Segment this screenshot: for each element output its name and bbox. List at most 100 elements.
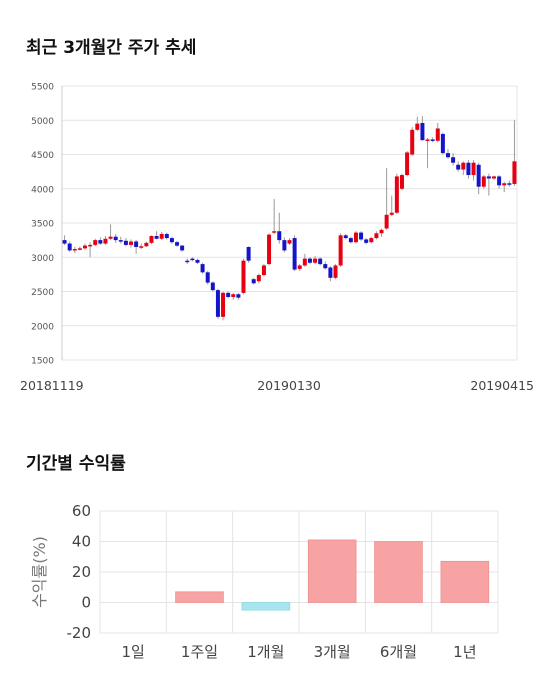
candle-body bbox=[282, 240, 287, 251]
candle-body bbox=[123, 240, 128, 245]
candle-body bbox=[297, 265, 302, 269]
candle-body bbox=[185, 260, 190, 263]
candle-body bbox=[302, 258, 307, 266]
candle-body bbox=[364, 239, 369, 243]
candle-body bbox=[72, 249, 77, 251]
y-tick-label: -20 bbox=[67, 624, 92, 642]
x-tick-label: 6개월 bbox=[380, 643, 417, 661]
candle-body bbox=[374, 233, 379, 239]
x-tick-label: 3개월 bbox=[314, 643, 351, 661]
candle-body bbox=[190, 258, 195, 261]
y-axis-label: 수익률(%) bbox=[30, 536, 49, 608]
return-bar bbox=[440, 560, 490, 603]
candle-body bbox=[492, 176, 496, 179]
candle-body bbox=[445, 153, 450, 158]
x-tick-label: 20190415 bbox=[470, 378, 534, 393]
y-tick-label: 20 bbox=[72, 563, 91, 581]
candle-body bbox=[77, 248, 82, 250]
candle-body bbox=[236, 294, 241, 298]
candle-body bbox=[435, 128, 440, 141]
candle-body bbox=[83, 245, 87, 249]
candle-body bbox=[134, 241, 139, 247]
x-tick-label: 1개월 bbox=[247, 643, 284, 661]
candle-body bbox=[88, 244, 93, 247]
candle-body bbox=[144, 242, 149, 247]
x-tick-label: 1주일 bbox=[181, 643, 218, 661]
candle-body bbox=[328, 267, 333, 278]
candle-body bbox=[359, 232, 364, 240]
y-tick-label: 2000 bbox=[31, 322, 54, 332]
x-tick-label: 20190130 bbox=[257, 378, 321, 393]
x-tick-label: 1년 bbox=[453, 643, 476, 661]
candle-body bbox=[226, 292, 231, 297]
candle-body bbox=[149, 236, 154, 243]
candle-body bbox=[169, 238, 174, 243]
y-tick-label: 5500 bbox=[31, 83, 54, 93]
candle-body bbox=[159, 233, 164, 239]
return-bar bbox=[175, 591, 224, 603]
candle-body bbox=[497, 176, 502, 186]
candle-body bbox=[318, 258, 323, 265]
candle-body bbox=[430, 139, 435, 141]
candle-body bbox=[180, 245, 185, 251]
candle-body bbox=[420, 122, 425, 141]
y-tick-label: 3500 bbox=[31, 220, 54, 230]
candle-body bbox=[410, 129, 415, 155]
returns-chart-title: 기간별 수익률 bbox=[26, 454, 126, 474]
return-bar bbox=[241, 602, 291, 611]
x-tick-label: 20181119 bbox=[20, 378, 84, 393]
x-tick-label: 1일 bbox=[121, 643, 144, 661]
price-chart-title: 최근 3개월간 주가 추세 bbox=[26, 38, 197, 58]
candle-body bbox=[62, 240, 67, 244]
candle-body bbox=[292, 238, 297, 270]
candle-body bbox=[200, 264, 205, 273]
candle-body bbox=[175, 242, 180, 246]
candle-body bbox=[231, 294, 236, 297]
candle-body bbox=[129, 241, 134, 245]
candle-body bbox=[215, 290, 220, 317]
return-bar bbox=[374, 541, 423, 603]
candle-body bbox=[272, 231, 277, 233]
candle-body bbox=[205, 272, 210, 283]
candle-body bbox=[313, 258, 318, 263]
candle-body bbox=[507, 183, 512, 185]
y-tick-label: 4000 bbox=[31, 185, 54, 195]
candle-body bbox=[389, 212, 394, 215]
candle-body bbox=[384, 214, 389, 229]
candle-body bbox=[113, 236, 118, 241]
candle-body bbox=[461, 162, 466, 170]
candle-body bbox=[108, 236, 113, 239]
candle-body bbox=[512, 161, 517, 184]
y-tick-label: 4500 bbox=[31, 151, 54, 161]
candle-body bbox=[277, 231, 282, 241]
candle-body bbox=[195, 259, 200, 263]
candle-body bbox=[67, 243, 72, 251]
candle-body bbox=[369, 238, 374, 243]
candle-body bbox=[210, 282, 215, 291]
candle-body bbox=[425, 139, 430, 141]
candle-body bbox=[267, 234, 272, 265]
y-tick-label: 3000 bbox=[31, 254, 54, 264]
candle-body bbox=[343, 235, 348, 239]
y-tick-label: 5000 bbox=[31, 117, 54, 127]
candle-body bbox=[164, 233, 169, 239]
y-tick-label: 40 bbox=[72, 533, 91, 551]
candle-body bbox=[405, 152, 410, 176]
candle-body bbox=[251, 279, 256, 284]
candle-body bbox=[98, 240, 103, 244]
candle-body bbox=[93, 240, 98, 245]
candle-body bbox=[256, 275, 261, 282]
candle-body bbox=[261, 265, 266, 276]
candle-body bbox=[399, 175, 404, 189]
candle-body bbox=[323, 264, 328, 269]
candle-body bbox=[139, 246, 144, 248]
candle-body bbox=[241, 260, 246, 293]
candle-body bbox=[307, 258, 312, 263]
candle-body bbox=[502, 183, 507, 186]
candle-body bbox=[471, 162, 476, 176]
candle-body bbox=[348, 238, 353, 243]
candle-body bbox=[394, 176, 399, 213]
candle-body bbox=[456, 164, 461, 170]
candle-body bbox=[103, 238, 108, 244]
candle-body bbox=[221, 292, 226, 317]
